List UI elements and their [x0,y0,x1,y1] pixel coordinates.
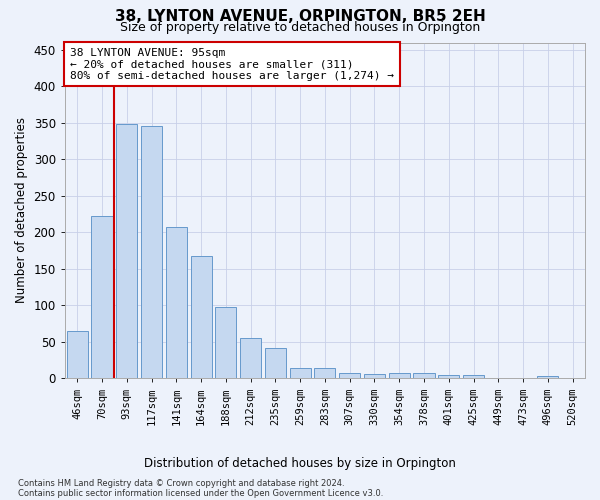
Bar [91,216,113,378]
Text: Contains HM Land Registry data © Crown copyright and database right 2024.
Contai: Contains HM Land Registry data © Crown c… [18,479,383,498]
Text: Distribution of detached houses by size in Orpington: Distribution of detached houses by size … [144,457,456,470]
Bar [339,372,360,378]
Bar [463,375,484,378]
Bar [67,331,88,378]
Text: 38, LYNTON AVENUE, ORPINGTON, BR5 2EH: 38, LYNTON AVENUE, ORPINGTON, BR5 2EH [115,9,485,24]
Bar [290,368,311,378]
Bar [413,374,434,378]
Bar [116,124,137,378]
Bar [538,376,559,378]
Bar [389,374,410,378]
Text: Size of property relative to detached houses in Orpington: Size of property relative to detached ho… [120,22,480,35]
Bar [438,375,459,378]
Bar [240,338,261,378]
Bar [215,307,236,378]
Y-axis label: Number of detached properties: Number of detached properties [15,118,28,304]
Bar [364,374,385,378]
Bar [265,348,286,378]
Bar [191,256,212,378]
Text: 38 LYNTON AVENUE: 95sqm
← 20% of detached houses are smaller (311)
80% of semi-d: 38 LYNTON AVENUE: 95sqm ← 20% of detache… [70,48,394,80]
Bar [141,126,162,378]
Bar [166,226,187,378]
Bar [314,368,335,378]
